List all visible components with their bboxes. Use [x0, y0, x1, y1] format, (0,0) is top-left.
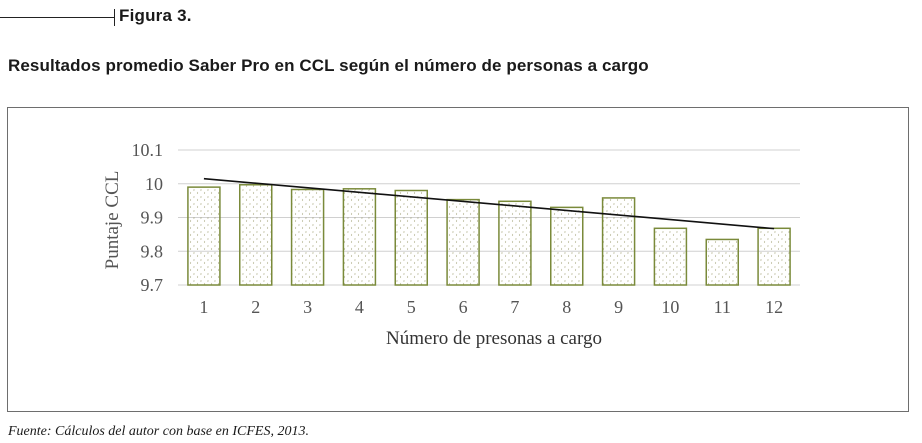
x-tick-label: 6	[459, 297, 468, 317]
bar	[342, 188, 377, 286]
bar	[653, 227, 688, 286]
y-tick-labels: 9.7 9.8 9.9 10 10.1	[132, 140, 164, 295]
figure-title: Resultados promedio Saber Pro en CCL seg…	[8, 56, 649, 75]
x-tick-label: 2	[251, 297, 260, 317]
bar	[550, 206, 584, 286]
x-tick-label: 10	[661, 297, 679, 317]
x-axis-label: Número de presonas a cargo	[386, 328, 602, 349]
x-tick-label: 3	[303, 297, 312, 317]
bar	[446, 198, 480, 286]
y-tick-label: 10.1	[132, 140, 164, 160]
x-tick-label: 4	[355, 297, 364, 317]
x-tick-labels: 1 2 3 4 5 6 7 8 9 10 11 12	[199, 297, 783, 317]
trendline	[203, 177, 775, 230]
x-tick-label: 12	[765, 297, 783, 317]
bar	[290, 188, 325, 286]
y-tick-label: 9.8	[141, 241, 164, 261]
x-tick-label: 7	[510, 297, 519, 317]
source-note: Fuente: Cálculos del autor con base en I…	[8, 424, 309, 439]
bar	[757, 227, 791, 286]
x-tick-label: 11	[714, 297, 731, 317]
trendline-layer	[203, 177, 775, 230]
bar	[187, 186, 221, 286]
figure-rule	[0, 17, 114, 18]
y-tick-label: 9.9	[141, 208, 164, 228]
chart-frame	[7, 107, 909, 412]
x-tick-label: 5	[407, 297, 416, 317]
bar	[705, 238, 739, 286]
bars	[187, 184, 791, 286]
figure-label: Figura 3.	[119, 6, 192, 25]
y-tick-label: 10	[145, 174, 163, 194]
x-tick-label: 1	[199, 297, 208, 317]
bar	[601, 197, 636, 286]
y-axis-label: Puntaje CCL	[102, 171, 123, 270]
x-tick-label: 9	[614, 297, 623, 317]
figure-rule-tick	[114, 9, 115, 26]
grid-layer	[178, 149, 800, 286]
bar	[239, 184, 273, 286]
y-tick-label: 9.7	[141, 275, 164, 295]
x-tick-label: 8	[562, 297, 571, 317]
bar	[498, 200, 532, 286]
bar	[394, 189, 428, 286]
